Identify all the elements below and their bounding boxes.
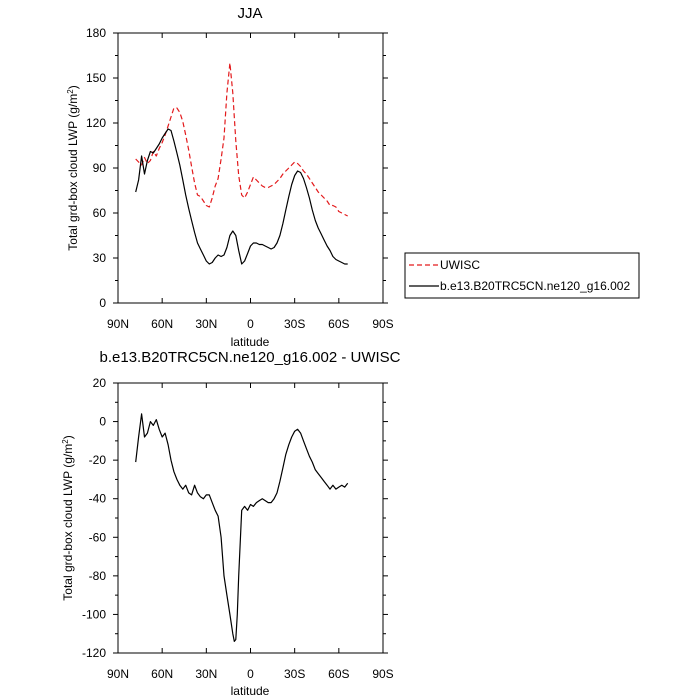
series-line-t-1 (135, 128, 348, 265)
series-lines (135, 413, 349, 643)
y-tick-label: 120 (86, 116, 106, 130)
legend-label-model: b.e13.B20TRC5CN.ne120_g16.002 (440, 279, 630, 293)
y-tick-label: 0 (99, 296, 106, 310)
series-lines (135, 62, 348, 265)
x-tick-label: 30N (195, 667, 217, 681)
y-tick-label: 90 (93, 161, 107, 175)
y-tick-label: 180 (86, 26, 106, 40)
y-tick-label: 0 (99, 415, 106, 429)
legend: UWISC b.e13.B20TRC5CN.ne120_g16.002 (404, 252, 640, 299)
x-tick-label: 60N (151, 317, 173, 331)
x-axis-label: latitude (231, 335, 270, 349)
y-ticks: 0 30 60 90 120 150 180 (86, 26, 388, 310)
x-tick-label: 90S (372, 667, 393, 681)
x-axis-label: latitude (231, 684, 270, 698)
legend-label-uwisc: UWISC (440, 258, 480, 272)
x-ticks: 90N 60N 30N 0 30S 60S 90S (107, 33, 394, 331)
x-tick-label: 0 (247, 667, 254, 681)
y-axis-label: Total grd-box cloud LWP (g/m2) (66, 85, 80, 250)
x-tick-label: 30S (284, 317, 305, 331)
x-ticks: 90N 60N 30N 0 30S 60S 90S (107, 383, 394, 681)
legend-box (404, 252, 640, 299)
chart-panel-top: JJA 90N 60N 30N 0 30S 60S 90S 0 30 60 90 120 150 180… (66, 5, 640, 349)
y-tick-label: -40 (89, 492, 107, 506)
y-tick-label: 60 (93, 206, 107, 220)
series-line-b-0 (135, 413, 349, 643)
x-tick-label: 60N (151, 667, 173, 681)
chart-panel-bottom: b.e13.B20TRC5CN.ne120_g16.002 - UWISC 90… (61, 349, 401, 698)
plot-frame (117, 32, 384, 304)
chart-title: b.e13.B20TRC5CN.ne120_g16.002 - UWISC (100, 349, 401, 366)
y-tick-label: -80 (89, 569, 107, 583)
x-tick-label: 30S (284, 667, 305, 681)
y-tick-label: -120 (82, 646, 106, 660)
x-tick-label: 30N (195, 317, 217, 331)
series-line-t-0 (135, 62, 348, 217)
y-tick-label: -20 (89, 453, 107, 467)
x-tick-label: 60S (328, 317, 349, 331)
chart-title: JJA (237, 5, 262, 22)
x-tick-label: 0 (247, 317, 254, 331)
y-tick-label: 150 (86, 71, 106, 85)
y-tick-label: -60 (89, 530, 107, 544)
y-tick-label: -100 (82, 607, 106, 621)
y-tick-label: 20 (93, 376, 107, 390)
y-axis-label: Total grd-box cloud LWP (g/m2) (61, 435, 75, 600)
y-ticks: -120 -100 -80 -60 -40 -20 0 20 (82, 376, 388, 660)
x-tick-label: 90N (107, 667, 129, 681)
x-tick-label: 60S (328, 667, 349, 681)
y-tick-label: 30 (93, 251, 107, 265)
x-tick-label: 90S (372, 317, 393, 331)
x-tick-label: 90N (107, 317, 129, 331)
